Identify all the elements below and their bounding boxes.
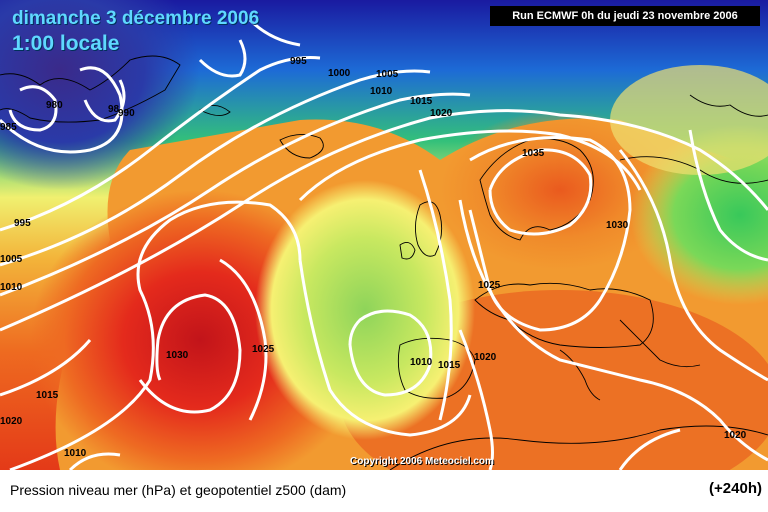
lead-time: (+240h): [709, 480, 762, 497]
isobar-label: 1015: [410, 96, 433, 107]
iceland-coast: [279, 134, 324, 159]
isobar-label: 1030: [166, 350, 189, 361]
isobar-1020-ne: [688, 129, 768, 262]
isobar-1005: [0, 92, 471, 297]
isobar-label: 980: [46, 100, 63, 111]
isobar-label: 1020: [430, 108, 453, 119]
isobar-label: 1030: [606, 220, 629, 231]
isobar-label: 1005: [0, 254, 23, 265]
isobar-1035-cell: [488, 148, 593, 236]
isobar-995: [0, 56, 321, 232]
isobar-label: 1010: [370, 86, 393, 97]
isobar-label: 985: [0, 122, 17, 133]
trough-iberia-shading: [255, 180, 475, 440]
isobar-label: 1025: [252, 344, 275, 355]
map-canvas: 980 985 98 990 995 995 1000 1005 1005 10…: [0, 0, 768, 470]
isobar-label: 1010: [410, 357, 433, 368]
isobar-1015-meridian: [418, 169, 453, 421]
isobar-labels: 980 985 98 990 995 995 1000 1005 1005 10…: [0, 56, 747, 459]
isobar-1010: [0, 109, 768, 332]
northeast-yellow-shading: [610, 65, 768, 175]
isobar-label: 1000: [328, 68, 351, 79]
isobar-label: 995: [14, 218, 31, 229]
isobar-1025-ring: [458, 199, 768, 462]
isobar-label: 1020: [724, 430, 747, 441]
isobar-label: 995: [290, 56, 307, 67]
isobar-990-north: [248, 18, 301, 47]
isobar-1030-cell: [138, 293, 242, 414]
iberia-coast: [397, 337, 476, 399]
forecast-time: 1:00 locale: [12, 32, 120, 55]
isobar-1015-north: [298, 129, 642, 202]
isobar-label: 1020: [474, 352, 497, 363]
isobar-label: 1020: [0, 416, 23, 427]
weather-map: 980 985 98 990 995 995 1000 1005 1005 10…: [0, 0, 768, 470]
trough-north-west: [0, 0, 200, 190]
arctic-coast-east: [689, 94, 768, 117]
isobar-label: 1025: [478, 280, 501, 291]
isobar-1020-east: [618, 149, 768, 382]
isobar-label: 1010: [64, 448, 87, 459]
model-run-label: Run ECMWF 0h du jeudi 23 novembre 2006: [490, 6, 760, 26]
greenland-coast: [0, 55, 181, 123]
isobar-990: [83, 79, 126, 123]
isobar-1010-low: [348, 309, 433, 397]
isobar-label: 1010: [0, 282, 23, 293]
isobars: [0, 18, 768, 470]
balkans-coast: [619, 319, 701, 368]
britain-coast: [415, 201, 443, 257]
isobar-1020-around-low: [298, 259, 472, 437]
isobar-1025-west: [219, 258, 268, 421]
map-caption: Pression niveau mer (hPa) et geopotentie…: [10, 482, 347, 498]
isobar-label: 990: [118, 108, 135, 119]
isobar-label: 1015: [36, 390, 59, 401]
isobar-label: 1015: [438, 360, 461, 371]
isobar-1020-south: [458, 329, 494, 470]
isobar-1015-south: [618, 428, 681, 470]
north-africa-coast: [389, 425, 768, 470]
isobar-1000: [0, 69, 431, 267]
isobar-995-north: [198, 39, 247, 78]
ireland-coast: [399, 241, 416, 260]
isobar-1015-west: [0, 339, 92, 397]
isobar-label: 98: [108, 104, 120, 115]
isobar-985: [0, 66, 124, 154]
forecast-date: dimanche 3 décembre 2006: [12, 8, 260, 29]
map-footer: Pression niveau mer (hPa) et geopotentie…: [0, 470, 768, 512]
isobar-1010-sw: [68, 452, 121, 470]
isobar-label: 1005: [376, 69, 399, 80]
copyright-notice: Copyright 2006 Meteociel.com: [350, 456, 494, 467]
isobar-label: 1035: [522, 148, 545, 159]
isobar-980: [8, 85, 58, 132]
italy-coast: [559, 349, 601, 401]
isobar-1020-west: [9, 200, 302, 470]
